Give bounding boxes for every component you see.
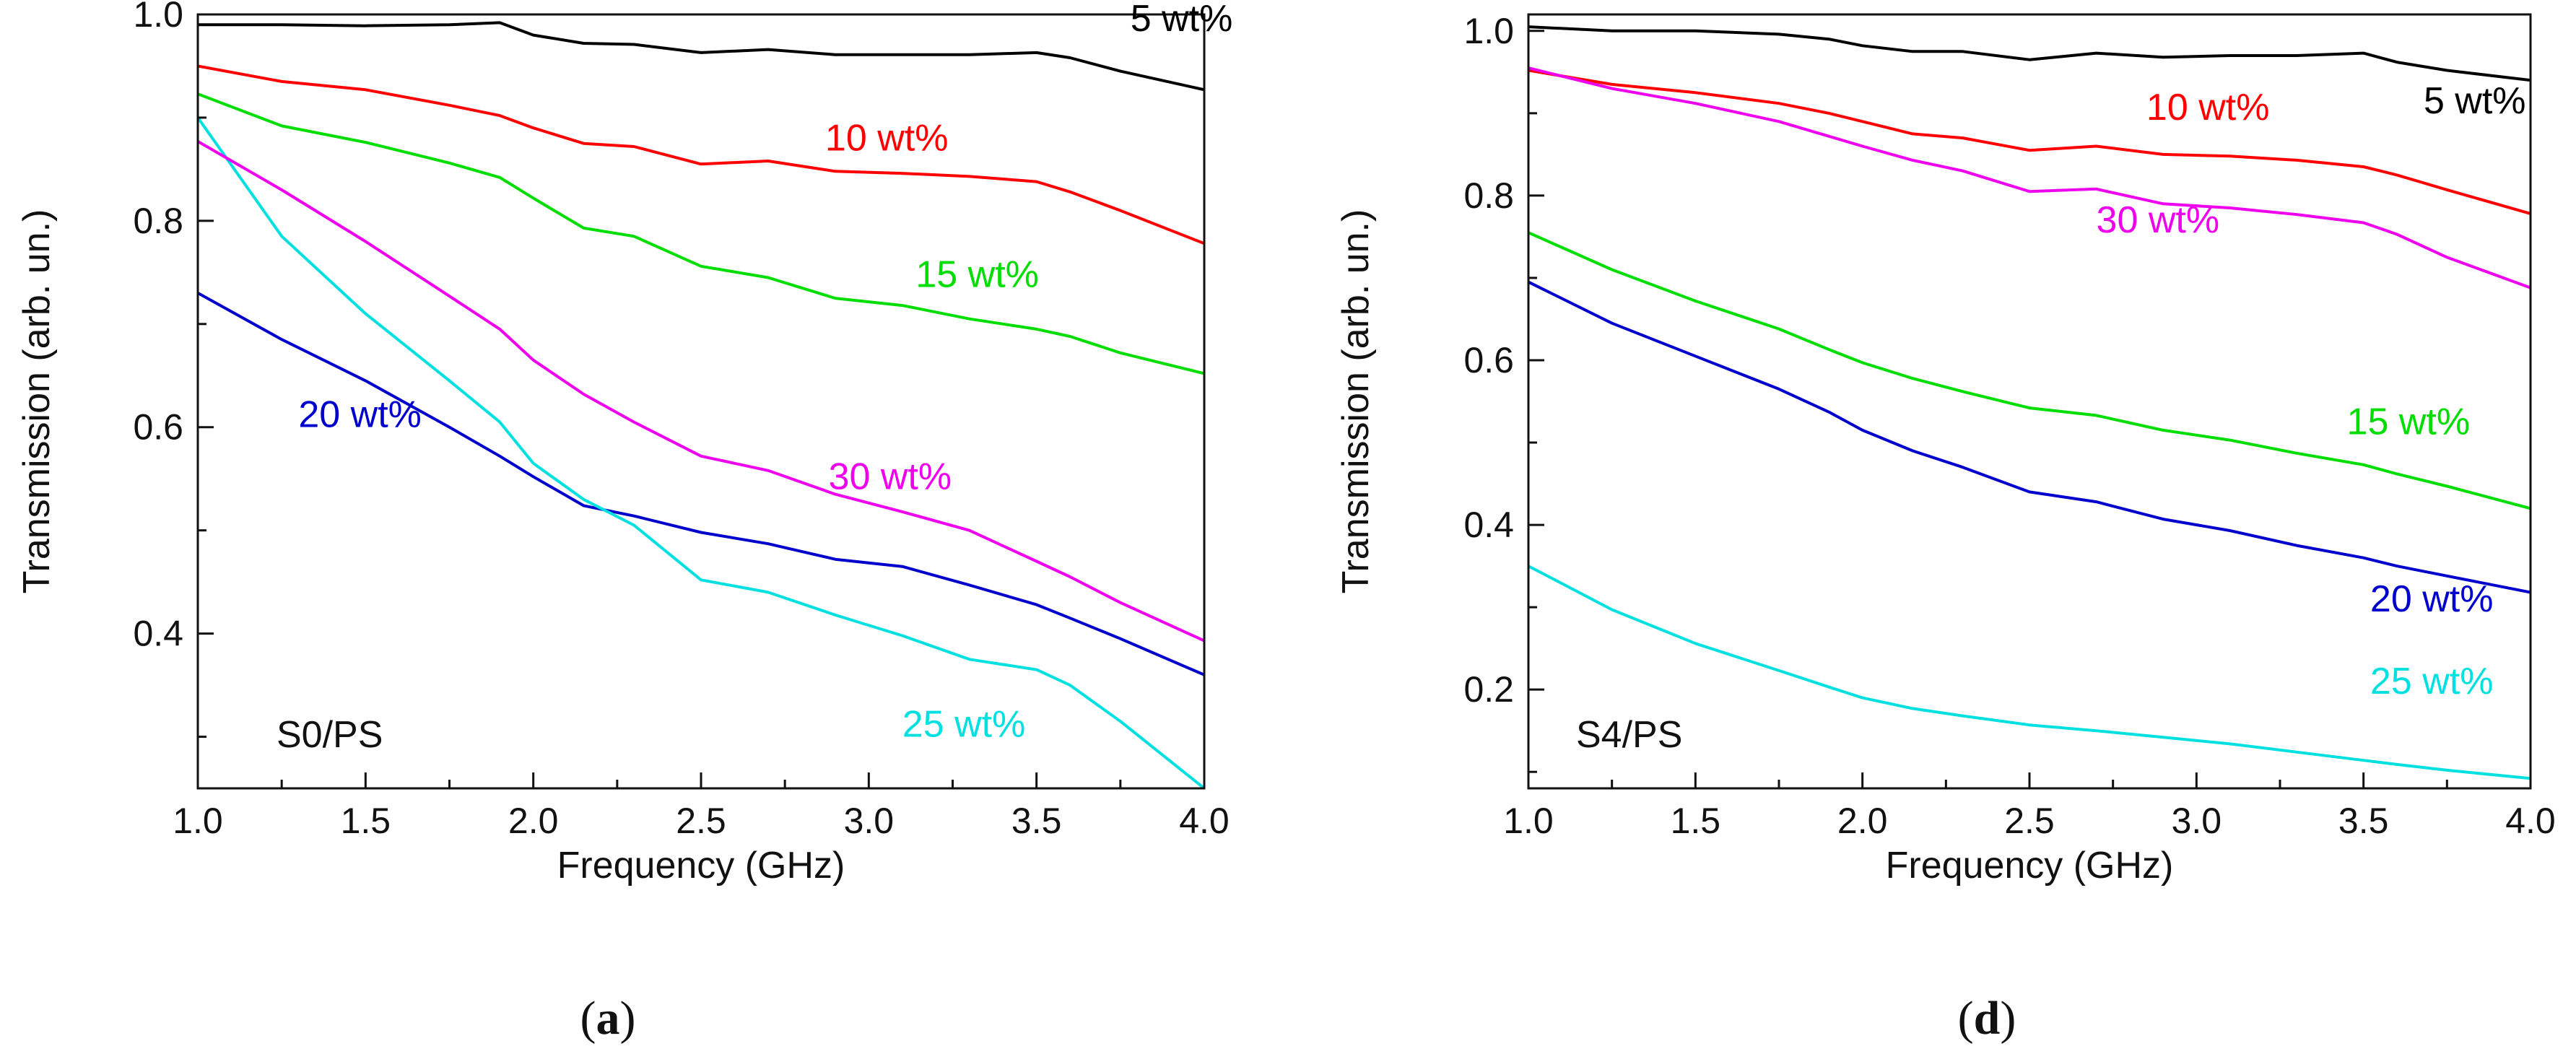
panel-caption-open: ( xyxy=(580,992,596,1045)
x-tick-label: 2.5 xyxy=(676,801,726,841)
panel-caption-open: ( xyxy=(1958,992,1974,1045)
series-label-30-wt: 30 wt% xyxy=(829,456,952,497)
y-axis-title: Transmission (arb. un.) xyxy=(1335,209,1377,594)
x-tick-label: 1.5 xyxy=(341,801,391,841)
x-tick-label: 4.0 xyxy=(2505,801,2556,841)
x-tick-label: 2.0 xyxy=(1837,801,1888,841)
y-tick-label: 0.2 xyxy=(1463,669,1514,710)
y-tick-label: 0.6 xyxy=(133,407,183,448)
panel-d: 1.0 1.5 2.0 2.5 3.0 3.5 4.0 0.2 0.4 0.6 0.8 1.0 Freq… xyxy=(1335,11,2556,1045)
series-line-5-wt xyxy=(198,21,1204,92)
series-line-10-wt xyxy=(1528,69,2531,215)
series-label-15-wt: 15 wt% xyxy=(915,253,1039,295)
x-axis-title: Frequency (GHz) xyxy=(1886,845,2174,887)
y-tick-label: 0.6 xyxy=(1463,340,1514,380)
y-tick-label: 0.8 xyxy=(1463,175,1514,216)
x-tick-label: 3.5 xyxy=(2338,801,2389,841)
series-label-5-wt: 5 wt% xyxy=(1131,0,1233,40)
x-tick-label: 3.5 xyxy=(1011,801,1062,841)
x-tick-label: 4.0 xyxy=(1179,801,1230,841)
series-label-5-wt: 5 wt% xyxy=(2424,80,2526,122)
y-tick-label: 1.0 xyxy=(1463,11,1514,51)
series-lines xyxy=(198,21,1204,788)
x-tick-label: 2.0 xyxy=(508,801,559,841)
panel-a: 1.0 1.5 2.0 2.5 3.0 3.5 4.0 0.4 0.6 0.8 1.0 Frequen… xyxy=(16,0,1232,1045)
x-tick-label: 1.5 xyxy=(1671,801,1721,841)
x-tick-label: 1.0 xyxy=(1503,801,1554,841)
panel-caption-letter: d xyxy=(1974,992,2001,1045)
series-line-20-wt xyxy=(198,291,1204,676)
series-label-10-wt: 10 wt% xyxy=(825,118,949,160)
series-line-20-wt xyxy=(1528,280,2531,594)
sample-label: S0/PS xyxy=(277,714,383,756)
series-label-25-wt: 25 wt% xyxy=(902,704,1026,746)
series-line-25-wt xyxy=(1528,565,2531,780)
series-line-25-wt xyxy=(198,116,1204,788)
series-line-10-wt xyxy=(198,64,1204,245)
series-label-20-wt: 20 wt% xyxy=(298,394,422,436)
sample-label: S4/PS xyxy=(1576,714,1682,756)
y-axis-title: Transmission (arb. un.) xyxy=(16,209,58,594)
series-line-30-wt xyxy=(198,139,1204,643)
x-axis-title: Frequency (GHz) xyxy=(557,845,845,887)
series-label-15-wt: 15 wt% xyxy=(2347,401,2471,443)
panel-caption: (d) xyxy=(1958,992,2016,1045)
x-tick-label: 3.0 xyxy=(2172,801,2222,841)
panel-caption-close: ) xyxy=(2000,992,2016,1045)
series-line-5-wt xyxy=(1528,25,2531,82)
series-line-15-wt xyxy=(1528,231,2531,510)
series-label-10-wt: 10 wt% xyxy=(2146,87,2270,129)
y-tick-label: 1.0 xyxy=(133,0,183,35)
series-label-25-wt: 25 wt% xyxy=(2370,661,2494,702)
x-tick-label: 1.0 xyxy=(173,801,223,841)
x-tick-label: 2.5 xyxy=(2004,801,2055,841)
series-label-30-wt: 30 wt% xyxy=(2097,199,2220,241)
x-tick-label: 3.0 xyxy=(844,801,895,841)
panel-caption-close: ) xyxy=(620,992,636,1045)
series-line-30-wt xyxy=(1528,66,2531,289)
series-lines xyxy=(1528,25,2531,780)
panel-caption-letter: a xyxy=(596,992,620,1045)
y-tick-label: 0.4 xyxy=(133,614,183,654)
series-label-20-wt: 20 wt% xyxy=(2370,578,2494,620)
y-tick-label: 0.4 xyxy=(1463,505,1514,545)
y-tick-label: 0.8 xyxy=(133,201,183,241)
series-line-15-wt xyxy=(198,92,1204,375)
panel-caption: (a) xyxy=(580,992,636,1045)
